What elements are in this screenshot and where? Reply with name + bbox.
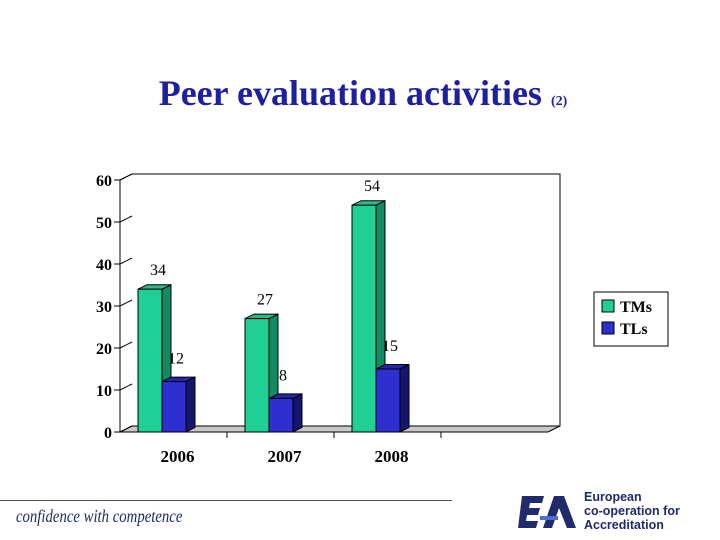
org-name-line2: co-operation for: [584, 504, 680, 518]
legend-swatch-tls: [601, 321, 615, 335]
bar-tls-2007: [268, 397, 294, 433]
data-label: 27: [257, 292, 273, 309]
legend-swatch-tms: [601, 299, 615, 313]
footer-divider: [0, 500, 452, 501]
y-tick-label: 40: [96, 257, 112, 274]
x-tick-label: 2008: [375, 447, 409, 466]
y-tick-depth: [119, 215, 133, 223]
y-tick-label: 20: [96, 341, 112, 358]
bar-side: [292, 393, 303, 433]
data-label: 54: [364, 178, 380, 195]
y-tick-label: 60: [96, 173, 112, 190]
org-name-line3: Accreditation: [584, 518, 664, 532]
data-label: 34: [150, 262, 166, 279]
y-tick-depth: [119, 173, 133, 181]
legend-label-tls: TLs: [620, 321, 648, 338]
bar-tms-2007: [244, 318, 270, 433]
bar-tms-2008: [351, 204, 377, 433]
x-tick-label: 2006: [161, 447, 195, 466]
data-label: 12: [168, 351, 184, 368]
slide-title-text: Peer evaluation activities: [158, 73, 542, 113]
org-name: European co-operation for Accreditation: [584, 490, 680, 532]
slide-title-suffix: (2): [550, 94, 568, 109]
bar-side: [399, 363, 410, 433]
y-tick-depth: [119, 341, 133, 349]
data-label: 8: [279, 367, 287, 384]
bar-side: [185, 376, 196, 433]
bar-tls-2008: [375, 368, 401, 433]
y-tick-depth: [119, 299, 133, 307]
bar-tls-2006: [161, 381, 187, 433]
y-tick-depth: [119, 425, 133, 433]
org-name-line1: European: [584, 490, 642, 504]
footer-tagline: confidence with competence: [16, 506, 183, 526]
y-tick-label: 10: [96, 383, 112, 400]
y-tick-depth: [119, 257, 133, 265]
data-label: 15: [382, 338, 398, 355]
x-tick-label: 2007: [268, 447, 303, 466]
bar-tms-2006: [137, 288, 163, 433]
y-tick-depth: [119, 383, 133, 391]
slide-title: Peer evaluation activities (2): [0, 72, 720, 114]
ea-logo-icon: [518, 496, 576, 528]
y-tick-label: 0: [104, 425, 112, 442]
ea-logo: European co-operation for Accreditation: [518, 490, 718, 536]
y-tick-label: 50: [96, 215, 112, 232]
bar-chart: 0 10 20 30 40 50 60 2006 34 12 2007 27 8 2008 54 15 TMs T…: [96, 173, 669, 466]
y-tick-label: 30: [96, 299, 112, 316]
legend-label-tms: TMs: [620, 299, 652, 316]
